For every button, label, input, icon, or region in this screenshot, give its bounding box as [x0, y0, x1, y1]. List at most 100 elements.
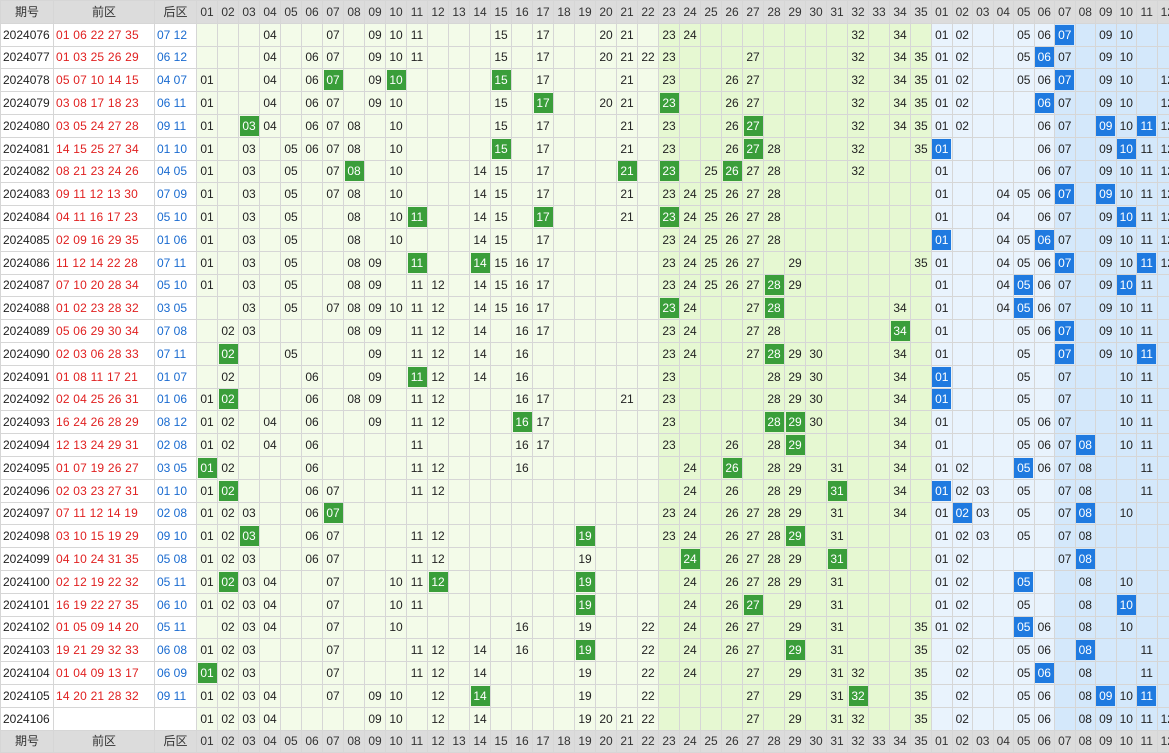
- front-numbers: 14 20 21 28 32: [54, 684, 155, 707]
- front-cell-27: 27: [743, 707, 764, 730]
- front-cell-33: [869, 593, 890, 616]
- front-cell-24: 24: [680, 616, 701, 639]
- front-cell-08: 08: [344, 160, 365, 183]
- front-hit-ball: 27: [744, 116, 763, 136]
- front-cell-06: 06: [302, 388, 323, 411]
- front-cell-31: [827, 411, 848, 434]
- front-cell-10: 10: [386, 183, 407, 206]
- front-cell-32: [848, 411, 869, 434]
- front-cell-19: [575, 502, 596, 525]
- front-cell-01: 01: [197, 525, 218, 548]
- front-cell-16: [512, 684, 533, 707]
- back-cell-02: [952, 274, 973, 297]
- front-cell-29: [785, 137, 806, 160]
- period-cell: 2024097: [1, 502, 54, 525]
- front-cell-20: [596, 479, 617, 502]
- front-cell-02: [218, 228, 239, 251]
- back-hit-ball: 11: [1137, 686, 1156, 706]
- front-cell-24: [680, 411, 701, 434]
- front-cell-34: [890, 137, 911, 160]
- front-cell-33: [869, 479, 890, 502]
- front-cell-06: 06: [302, 525, 323, 548]
- back-cell-03: [973, 251, 994, 274]
- back-cell-07: 07: [1055, 388, 1076, 411]
- front-numbers: 07 10 20 28 34: [54, 274, 155, 297]
- front-cell-21: 21: [617, 46, 638, 69]
- front-cell-33: [869, 114, 890, 137]
- front-cell-18: [554, 525, 575, 548]
- front-cell-28: 28: [764, 183, 785, 206]
- front-cell-22: [638, 479, 659, 502]
- front-cell-03: 03: [239, 274, 260, 297]
- back-cell-03: [973, 320, 994, 343]
- back-cell-12: [1157, 46, 1169, 69]
- back-hit-ball: 09: [1096, 116, 1115, 136]
- header-period: 期号: [1, 1, 54, 24]
- front-cell-06: [302, 297, 323, 320]
- front-cell-14: 14: [470, 662, 491, 685]
- front-cell-26: 26: [722, 434, 743, 457]
- front-cell-33: [869, 251, 890, 274]
- front-cell-34: 34: [890, 114, 911, 137]
- back-cell-10: 10: [1116, 570, 1137, 593]
- back-cell-11: [1137, 23, 1158, 46]
- front-cell-06: 06: [302, 411, 323, 434]
- front-cell-34: [890, 183, 911, 206]
- front-cell-25: [701, 548, 722, 571]
- front-cell-25: 25: [701, 206, 722, 229]
- back-cell-04: [993, 365, 1014, 388]
- back-cell-05: 05: [1014, 593, 1035, 616]
- back-cell-12: 12: [1157, 69, 1169, 92]
- front-cell-20: [596, 662, 617, 685]
- front-cell-08: [344, 593, 365, 616]
- back-cell-01: 01: [932, 388, 953, 411]
- front-cell-20: 20: [596, 46, 617, 69]
- front-cell-10: [386, 434, 407, 457]
- front-cell-08: [344, 707, 365, 730]
- back-cell-06: [1034, 365, 1055, 388]
- back-cell-02: [952, 342, 973, 365]
- period-cell: 2024076: [1, 23, 54, 46]
- back-cell-03: [973, 46, 994, 69]
- front-cell-15: 15: [491, 160, 512, 183]
- front-cell-34: [890, 525, 911, 548]
- front-cell-07: 07: [323, 69, 344, 92]
- front-cell-02: 02: [218, 662, 239, 685]
- front-cell-10: [386, 479, 407, 502]
- front-cell-04: 04: [260, 69, 281, 92]
- front-cell-05: [281, 46, 302, 69]
- front-cell-23: [659, 662, 680, 685]
- front-cell-23: [659, 684, 680, 707]
- front-cell-26: 26: [722, 456, 743, 479]
- front-cell-29: 29: [785, 251, 806, 274]
- front-cell-08: [344, 46, 365, 69]
- front-cell-04: 04: [260, 616, 281, 639]
- front-cell-20: [596, 251, 617, 274]
- front-cell-34: [890, 274, 911, 297]
- front-cell-31: [827, 365, 848, 388]
- front-cell-31: 31: [827, 479, 848, 502]
- front-cell-35: 35: [911, 92, 932, 115]
- front-cell-10: [386, 662, 407, 685]
- front-cell-21: [617, 365, 638, 388]
- front-cell-32: 32: [848, 137, 869, 160]
- front-cell-25: 25: [701, 251, 722, 274]
- front-cell-02: [218, 183, 239, 206]
- front-cell-32: [848, 593, 869, 616]
- front-cell-17: 17: [533, 297, 554, 320]
- front-cell-12: 12: [428, 411, 449, 434]
- header-back-col-04: 04: [993, 1, 1014, 24]
- front-cell-27: [743, 434, 764, 457]
- header-back-col-08: 08: [1075, 1, 1096, 24]
- front-cell-26: 26: [722, 593, 743, 616]
- front-cell-16: [512, 69, 533, 92]
- front-cell-07: [323, 707, 344, 730]
- front-cell-25: [701, 23, 722, 46]
- front-cell-12: [428, 183, 449, 206]
- front-cell-32: [848, 365, 869, 388]
- front-cell-19: [575, 23, 596, 46]
- front-cell-13: [449, 183, 470, 206]
- front-cell-19: [575, 342, 596, 365]
